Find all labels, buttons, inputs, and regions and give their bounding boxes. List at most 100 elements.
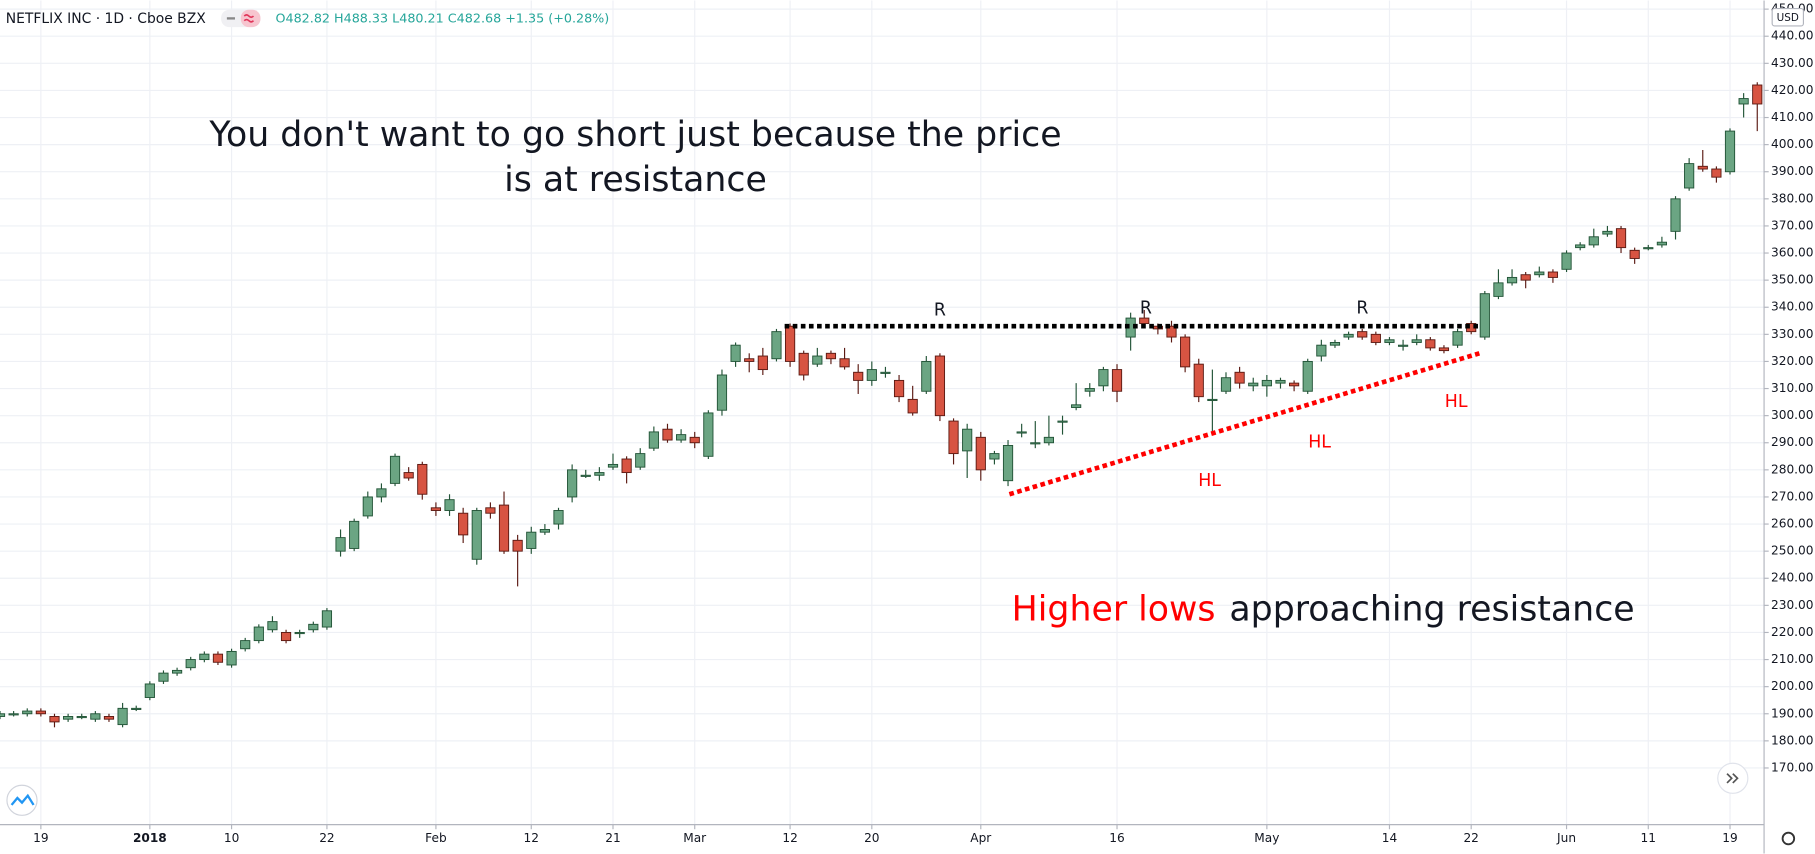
candle-body — [1166, 325, 1177, 338]
candle-body — [621, 458, 632, 474]
candle-body — [1071, 404, 1082, 408]
candle-body — [185, 659, 196, 669]
candle-body — [812, 355, 823, 365]
candle-body — [526, 531, 537, 549]
candle-body — [199, 653, 210, 661]
x-tick-label: 22 — [1463, 831, 1478, 845]
y-tick-label: 300.00 — [1771, 408, 1813, 422]
candle-body — [1738, 98, 1749, 105]
candle-body — [226, 650, 237, 666]
y-tick-label: 290.00 — [1771, 435, 1813, 449]
candle-body — [784, 325, 796, 362]
candle-body — [1711, 168, 1722, 178]
y-tick-label: 250.00 — [1771, 544, 1813, 558]
candle-body — [35, 710, 46, 715]
y-tick-label: 240.00 — [1771, 571, 1813, 585]
candle-body — [1602, 230, 1613, 235]
y-tick-label: 340.00 — [1771, 300, 1813, 314]
candle-body — [335, 537, 346, 552]
candle-body — [866, 369, 877, 381]
candle-body — [1438, 347, 1450, 352]
resistance-label: R — [1140, 298, 1152, 318]
candle-body — [676, 434, 687, 441]
currency-box[interactable] — [1771, 7, 1805, 27]
candle-body — [1615, 228, 1627, 249]
higher-low-label: HL — [1308, 433, 1331, 453]
candle-body — [280, 631, 292, 642]
candle-body — [403, 472, 414, 479]
candle-body — [240, 640, 251, 650]
candle-body — [921, 360, 932, 392]
candle-body — [1207, 398, 1218, 402]
candle-body — [607, 463, 619, 468]
candle-body — [471, 510, 482, 560]
x-tick-label: 10 — [224, 831, 239, 845]
candle-body — [1506, 276, 1518, 284]
compare-toggle[interactable] — [240, 9, 261, 28]
scroll-icon — [1726, 773, 1739, 784]
x-tick-label: Jun — [1556, 831, 1576, 845]
candle-body — [662, 428, 673, 441]
candle-body — [839, 358, 850, 368]
candle-body — [553, 510, 564, 525]
x-tick-label: Feb — [425, 831, 447, 845]
candle-body — [1302, 360, 1313, 392]
logo[interactable] — [6, 784, 38, 816]
x-tick-label: May — [1254, 831, 1279, 845]
settings-icon[interactable] — [1781, 831, 1796, 846]
candle-body — [430, 507, 442, 511]
candle-body — [1397, 344, 1409, 347]
y-tick-label: 180.00 — [1771, 733, 1813, 747]
candle-body — [648, 431, 659, 449]
candle-body — [1030, 442, 1041, 445]
trendlines — [784, 323, 1481, 497]
y-tick-label: 220.00 — [1771, 625, 1813, 639]
wave-icon — [243, 14, 255, 23]
candle-body — [853, 371, 864, 381]
candle-body — [1289, 382, 1300, 387]
candle-body — [1193, 363, 1204, 398]
trendline — [1008, 351, 1481, 497]
candle-body — [539, 529, 550, 533]
x-tick-label: 11 — [1641, 831, 1656, 845]
candle-body — [893, 379, 905, 398]
x-tick-label: Apr — [970, 831, 991, 845]
candle-body — [1370, 333, 1381, 343]
y-tick-label: 420.00 — [1771, 83, 1813, 97]
y-tick-label: 360.00 — [1771, 246, 1813, 260]
y-tick-label: 440.00 — [1771, 29, 1813, 43]
y-tick-label: 430.00 — [1771, 56, 1813, 70]
candle-body — [498, 504, 510, 552]
x-tick-label: 21 — [605, 831, 620, 845]
candle-body — [1684, 163, 1695, 189]
candle-body — [1670, 198, 1681, 232]
candle-body — [1493, 282, 1504, 297]
candle-body — [1452, 331, 1463, 346]
ohlc: O482.82 H488.33 L480.21 C482.68 +1.35 (+… — [275, 11, 609, 26]
candle-body — [880, 371, 891, 374]
candle-body — [212, 653, 224, 663]
candle-body — [948, 420, 959, 455]
higher-low-label: HL — [1198, 471, 1221, 491]
candle-body — [90, 713, 101, 720]
candle-body — [744, 358, 755, 362]
candle-body — [907, 398, 918, 414]
candle-body — [1057, 420, 1068, 423]
candle-body — [934, 355, 946, 417]
candle-body — [512, 539, 523, 552]
candle-body — [1343, 333, 1354, 338]
candle-body — [1248, 382, 1259, 387]
y-tick-label: 350.00 — [1771, 273, 1813, 287]
candle-body — [798, 352, 809, 376]
candle-body — [1656, 241, 1667, 246]
currency: USD — [1777, 12, 1799, 24]
candle-body — [267, 621, 278, 631]
candle-body — [1643, 247, 1654, 250]
y-tick-label: 320.00 — [1771, 354, 1813, 368]
y-tick-label: 170.00 — [1771, 760, 1813, 774]
axes: 170.00 180.00 190.00 200.00 210.00 220.00 230.… — [33, 2, 1813, 845]
candle-body — [1697, 165, 1708, 170]
candle-body — [1139, 317, 1150, 324]
